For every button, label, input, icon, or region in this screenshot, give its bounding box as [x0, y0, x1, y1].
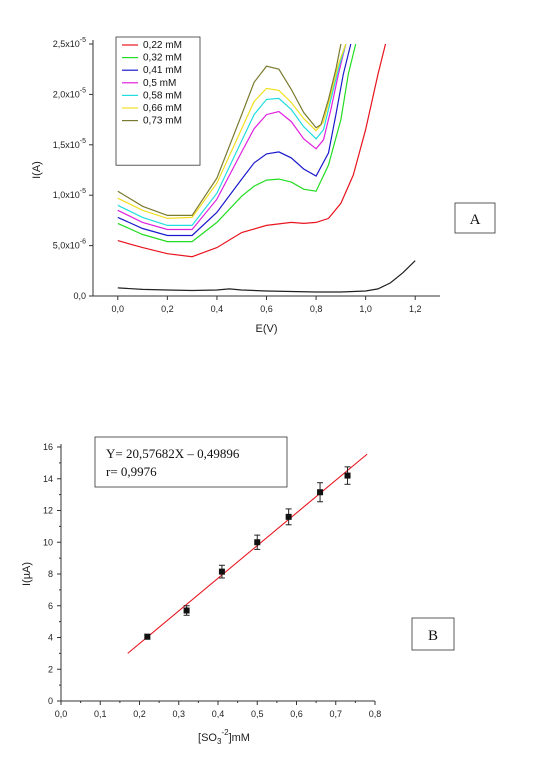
chart-b-x-tick-label: 0,6: [290, 709, 303, 719]
chart-a-x-tick-label: 0,6: [260, 304, 273, 314]
chart-a-y-tick-exp: -5: [80, 87, 86, 94]
chart-b-panel-label: B: [428, 628, 438, 644]
chart-b-calibration: 0,0 0,1 0,2 0,3 0,4 0,5 0,6 0,7 0,8 0 2 4 6 8 10 12 14 16…: [21, 436, 455, 746]
chart-b-data-point: [218, 568, 225, 575]
chart-a-legend-entry: 0,22 mM: [143, 40, 182, 51]
chart-a-voltammograms: 0,0 0,2 0,4 0,6 0,8 1,0 1,20,05,0x10-61,0x10-5…: [31, 36, 496, 335]
chart-b-fit-line: [127, 453, 368, 654]
chart-a-y-tick-exp: -5: [80, 138, 86, 145]
chart-b-data-point: [317, 489, 324, 496]
chart-a-series-line: [117, 260, 416, 293]
chart-a-y-tick-exp: -5: [80, 188, 86, 195]
chart-b-y-tick-label: 2: [48, 664, 53, 674]
chart-b-equation-box: [94, 436, 288, 488]
chart-b-y-tick-label: 10: [43, 537, 53, 547]
chart-b-x-tick-label: 0,7: [329, 709, 342, 719]
chart-a-legend-entry: 0,73 mM: [143, 116, 182, 127]
chart-b-equation: Y= 20,57682X – 0,49896: [106, 446, 240, 461]
chart-b-x-tick-label: 0,3: [172, 709, 185, 719]
chart-a-legend-entry: 0,32 mM: [143, 53, 182, 64]
chart-a-legend-entry: 0,66 mM: [143, 103, 182, 114]
chart-a-series-line: [117, 44, 352, 237]
chart-a-x-tick-label: 0,2: [161, 304, 174, 314]
chart-a-series-line: [117, 44, 347, 220]
chart-a-series-line: [117, 44, 347, 226]
chart-a-x-tick-label: 1,2: [409, 304, 422, 314]
chart-b-y-tick-label: 0: [48, 696, 53, 706]
chart-a-y-axis-label: I(A): [31, 161, 43, 179]
chart-a-x-tick-label: 0,4: [211, 304, 224, 314]
chart-a-legend-entry: 0,5 mM: [143, 78, 176, 89]
chart-b-data-point: [285, 513, 292, 520]
chart-b-x-tick-label: 0,8: [369, 709, 382, 719]
chart-a-y-tick-label: 1,0x10-5: [53, 188, 86, 200]
chart-a-legend-entry: 0,41 mM: [143, 65, 182, 76]
chart-b-y-tick-label: 6: [48, 601, 53, 611]
chart-a-y-tick-label: 1,5x10-5: [53, 138, 86, 150]
chart-b-x-axis-label: [SO3-2]mM: [198, 728, 250, 746]
chart-b-data-point: [144, 633, 151, 640]
chart-b-x-label-pre: [SO: [198, 732, 217, 744]
chart-a-y-tick-mantissa: 2,0x10: [53, 89, 80, 99]
chart-b-data-point: [344, 472, 351, 479]
chart-b-y-tick-label: 4: [48, 633, 53, 643]
chart-a-y-tick-label: 2,5x10-5: [53, 37, 86, 49]
chart-b-y-tick-label: 8: [48, 569, 53, 579]
chart-a-x-tick-label: 1,0: [359, 304, 372, 314]
chart-a-x-tick-label: 0,8: [310, 304, 323, 314]
chart-b-x-tick-label: 0,1: [94, 709, 107, 719]
chart-b-correlation: r= 0,9976: [106, 464, 157, 479]
chart-a-y-tick-label: 5,0x10-6: [53, 239, 86, 251]
chart-b-x-label-post: ]mM: [229, 732, 250, 744]
chart-b-x-label-sub: 3: [217, 737, 222, 746]
chart-b-data-point: [183, 607, 190, 614]
chart-b-x-tick-label: 0,4: [212, 709, 225, 719]
chart-b-y-tick-label: 12: [43, 506, 53, 516]
chart-a-y-tick-mantissa: 1,5x10: [53, 140, 80, 150]
chart-a-y-tick-mantissa: 5,0x10: [53, 241, 80, 251]
chart-b-x-tick-label: 0,2: [133, 709, 146, 719]
chart-a-panel-label-box: [454, 202, 496, 234]
chart-a-legend-entry: 0,58 mM: [143, 90, 182, 101]
chart-a-panel-label: A: [470, 212, 481, 228]
chart-a-x-tick-label: 0,0: [112, 304, 125, 314]
chart-a-legend-box: [115, 36, 201, 166]
chart-a-y-tick-mantissa: 2,5x10: [53, 39, 80, 49]
chart-a-series-line: [117, 44, 342, 216]
chart-b-y-tick-label: 16: [43, 442, 53, 452]
chart-a-y-tick-mantissa: 1,0x10: [53, 190, 80, 200]
chart-b-data-point: [254, 539, 261, 546]
chart-a-series-line: [117, 44, 357, 243]
chart-b-x-tick-label: 0,0: [55, 709, 68, 719]
chart-b-y-tick-label: 14: [43, 474, 53, 484]
chart-a-y-tick-exp: -6: [80, 239, 86, 246]
chart-b-y-axis-label: I(µA): [21, 562, 33, 586]
chart-b-panel-label-box: [411, 617, 455, 651]
chart-a-y-tick-mantissa: 0,0: [73, 291, 86, 301]
chart-b-x-tick-label: 0,5: [251, 709, 264, 719]
chart-a-x-axis-label: E(V): [256, 323, 278, 335]
chart-a-y-tick-exp: -5: [80, 37, 86, 44]
chart-b-x-label-sup: -2: [221, 728, 229, 737]
chart-a-series-line: [117, 44, 387, 258]
chart-a-y-tick-label: 2,0x10-5: [53, 87, 86, 99]
chart-a-series-line: [117, 44, 347, 231]
chart-a-y-tick-label: 0,0: [73, 291, 86, 301]
